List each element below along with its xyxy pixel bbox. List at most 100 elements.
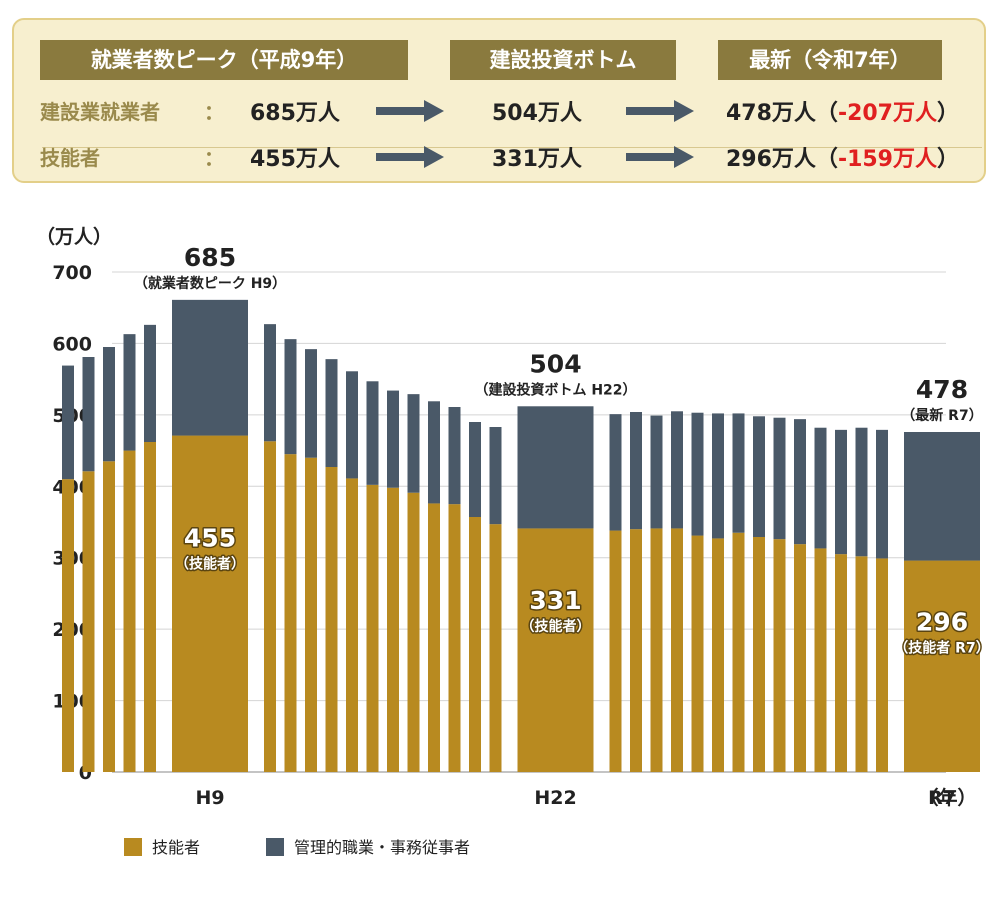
x-tick-label-H22: H22 bbox=[534, 787, 576, 809]
y-tick-label: 700 bbox=[52, 262, 92, 284]
inner-label-R7: 296 bbox=[916, 607, 968, 636]
skilled-latest-value: 296万人（-159万人） bbox=[726, 141, 959, 173]
workers-diff: -207万人 bbox=[837, 101, 937, 126]
bar-skilled-H17 bbox=[407, 492, 420, 772]
bar-management-H28 bbox=[712, 413, 724, 539]
bar-skilled-R5 bbox=[855, 556, 868, 772]
row-colon-skilled: ： bbox=[204, 146, 224, 170]
row-colon-workers: ： bbox=[204, 100, 224, 124]
total-label-R7: 478 bbox=[916, 375, 968, 404]
bar-skilled-R1 bbox=[773, 539, 786, 772]
bar-skilled-H25 bbox=[650, 528, 663, 772]
bar-management-R7 bbox=[904, 432, 980, 561]
bar-skilled-H26 bbox=[671, 528, 683, 772]
inner-label-H9: 455 bbox=[184, 524, 236, 553]
skilled-diff: -159万人 bbox=[837, 147, 937, 172]
arrow-right-icon bbox=[376, 146, 444, 168]
inner-note-H22: （技能者） bbox=[521, 618, 591, 635]
skilled-close: ） bbox=[937, 147, 960, 172]
bar-management-H30 bbox=[753, 416, 765, 537]
bar-management-H16 bbox=[387, 390, 399, 488]
legend-label-skilled: 技能者 bbox=[152, 838, 201, 857]
arrow-right-icon bbox=[626, 146, 694, 168]
x-tick-label-R7: R7 bbox=[928, 787, 956, 809]
bar-skilled-H15 bbox=[366, 484, 379, 772]
bar-management-H24 bbox=[630, 412, 642, 530]
bar-skilled-H29 bbox=[732, 532, 745, 772]
bar-management-H11 bbox=[284, 339, 297, 455]
bar-management-H14 bbox=[346, 371, 358, 479]
bar-skilled-H10 bbox=[264, 441, 276, 772]
inner-note-H9: （技能者） bbox=[175, 556, 245, 573]
bar-skilled-H27 bbox=[691, 535, 704, 772]
bar-skilled-R2 bbox=[794, 544, 806, 772]
bar-management-H21 bbox=[489, 427, 502, 525]
workers-bottom-value: 504万人 bbox=[492, 101, 582, 126]
bar-skilled-H16 bbox=[387, 487, 399, 772]
bar-skilled-H28 bbox=[712, 538, 724, 772]
skilled-peak-value: 455万人 bbox=[250, 147, 340, 172]
bar-management-H5 bbox=[82, 357, 95, 472]
inner-note-R7: （技能者 R7） bbox=[894, 639, 989, 656]
inner-label-H22: 331 bbox=[529, 586, 581, 615]
bar-skilled-H23 bbox=[609, 530, 622, 772]
bar-skilled-H7 bbox=[123, 450, 136, 772]
bar-skilled-H6 bbox=[103, 461, 115, 772]
bar-management-R4 bbox=[835, 429, 847, 555]
bar-skilled-H8 bbox=[144, 442, 156, 772]
y-tick-label: 600 bbox=[52, 333, 92, 355]
bar-management-H23 bbox=[609, 414, 622, 531]
bar-management-H7 bbox=[123, 334, 136, 451]
bar-management-H25 bbox=[650, 415, 663, 529]
arrow-right-icon bbox=[376, 100, 444, 122]
y-unit-label: （万人） bbox=[36, 225, 112, 248]
bar-skilled-H5 bbox=[82, 471, 95, 772]
arrow-right-icon bbox=[626, 100, 694, 122]
bar-management-H19 bbox=[448, 407, 461, 505]
workers-peak-value: 685万人 bbox=[250, 101, 340, 126]
bar-skilled-H12 bbox=[305, 457, 317, 772]
bar-management-H26 bbox=[671, 411, 683, 529]
bar-skilled-H21 bbox=[489, 524, 502, 772]
row-label-workers: 建設業就業者 bbox=[40, 100, 160, 124]
legend-skilled: 技能者 bbox=[124, 834, 200, 858]
bar-skilled-H13 bbox=[325, 467, 338, 772]
bar-management-R6 bbox=[876, 429, 888, 559]
total-note-H9: （就業者数ピーク H9） bbox=[134, 275, 286, 292]
bar-management-H27 bbox=[691, 412, 704, 536]
total-note-H22: （建設投資ボトム H22） bbox=[474, 381, 636, 398]
total-label-H22: 504 bbox=[529, 349, 581, 378]
total-label-H9: 685 bbox=[184, 243, 236, 272]
bar-skilled-H18 bbox=[428, 503, 440, 772]
bar-management-H20 bbox=[469, 422, 481, 517]
bar-management-H10 bbox=[264, 324, 276, 442]
bar-management-H22 bbox=[517, 406, 594, 529]
bar-skilled-H30 bbox=[753, 537, 765, 772]
bar-management-H15 bbox=[366, 381, 379, 485]
bar-management-H8 bbox=[144, 324, 156, 442]
bar-management-H18 bbox=[428, 401, 440, 504]
skilled-bottom-value: 331万人 bbox=[492, 147, 582, 172]
bar-skilled-H11 bbox=[284, 454, 297, 772]
bar-management-H4 bbox=[62, 365, 74, 480]
x-unit-label: （年） bbox=[919, 786, 976, 809]
bar-skilled-H9 bbox=[172, 435, 248, 772]
bar-management-R3 bbox=[814, 427, 827, 549]
bar-skilled-R7 bbox=[904, 560, 980, 772]
bar-skilled-R3 bbox=[814, 548, 827, 772]
bar-skilled-H4 bbox=[62, 479, 74, 772]
bar-management-R5 bbox=[855, 427, 868, 557]
x-tick-label-H9: H9 bbox=[195, 787, 224, 809]
bar-skilled-H24 bbox=[630, 529, 642, 772]
workers-close: ） bbox=[937, 101, 960, 126]
header-peak: 就業者数ピーク（平成9年） bbox=[40, 40, 408, 80]
summary-panel: 就業者数ピーク（平成9年） 建設投資ボトム 最新（令和7年） 建設業就業者 ： … bbox=[12, 18, 986, 183]
legend-swatch-management bbox=[266, 838, 284, 856]
bar-management-H17 bbox=[407, 394, 420, 493]
bar-management-R2 bbox=[794, 419, 806, 545]
bar-skilled-R6 bbox=[876, 558, 888, 772]
bar-skilled-H20 bbox=[469, 517, 481, 772]
workers-latest-number: 478万人（ bbox=[726, 101, 838, 126]
header-latest: 最新（令和7年） bbox=[718, 40, 942, 80]
